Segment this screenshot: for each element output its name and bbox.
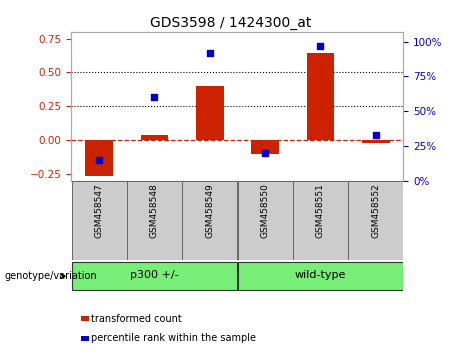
Text: GSM458549: GSM458549 [205, 183, 214, 238]
Point [206, 50, 213, 56]
Text: genotype/variation: genotype/variation [5, 271, 97, 281]
Text: GSM458547: GSM458547 [95, 183, 104, 238]
Text: transformed count: transformed count [91, 314, 182, 324]
Text: percentile rank within the sample: percentile rank within the sample [91, 333, 256, 343]
Text: p300 +/-: p300 +/- [130, 270, 179, 280]
Text: GDS3598 / 1424300_at: GDS3598 / 1424300_at [150, 16, 311, 30]
Bar [293, 181, 348, 260]
Point [317, 43, 324, 48]
Bar [71, 262, 237, 290]
Bar [85, 140, 113, 177]
Text: GSM458548: GSM458548 [150, 183, 159, 238]
Bar [127, 181, 182, 260]
Text: wild-type: wild-type [295, 270, 346, 280]
Point [95, 157, 103, 162]
Bar [81, 316, 89, 321]
Bar [71, 181, 127, 260]
Bar [237, 181, 293, 260]
Point [372, 132, 379, 137]
Bar [251, 140, 279, 154]
Point [261, 150, 269, 155]
Bar [237, 262, 403, 290]
Bar [81, 336, 89, 341]
Text: GSM458551: GSM458551 [316, 183, 325, 238]
Bar [307, 53, 334, 140]
Text: GSM458550: GSM458550 [260, 183, 270, 238]
Bar [348, 181, 403, 260]
Bar [196, 86, 224, 140]
Text: GSM458552: GSM458552 [371, 183, 380, 238]
Bar [141, 135, 168, 140]
Bar [362, 140, 390, 143]
Point [151, 94, 158, 100]
Bar [182, 181, 237, 260]
